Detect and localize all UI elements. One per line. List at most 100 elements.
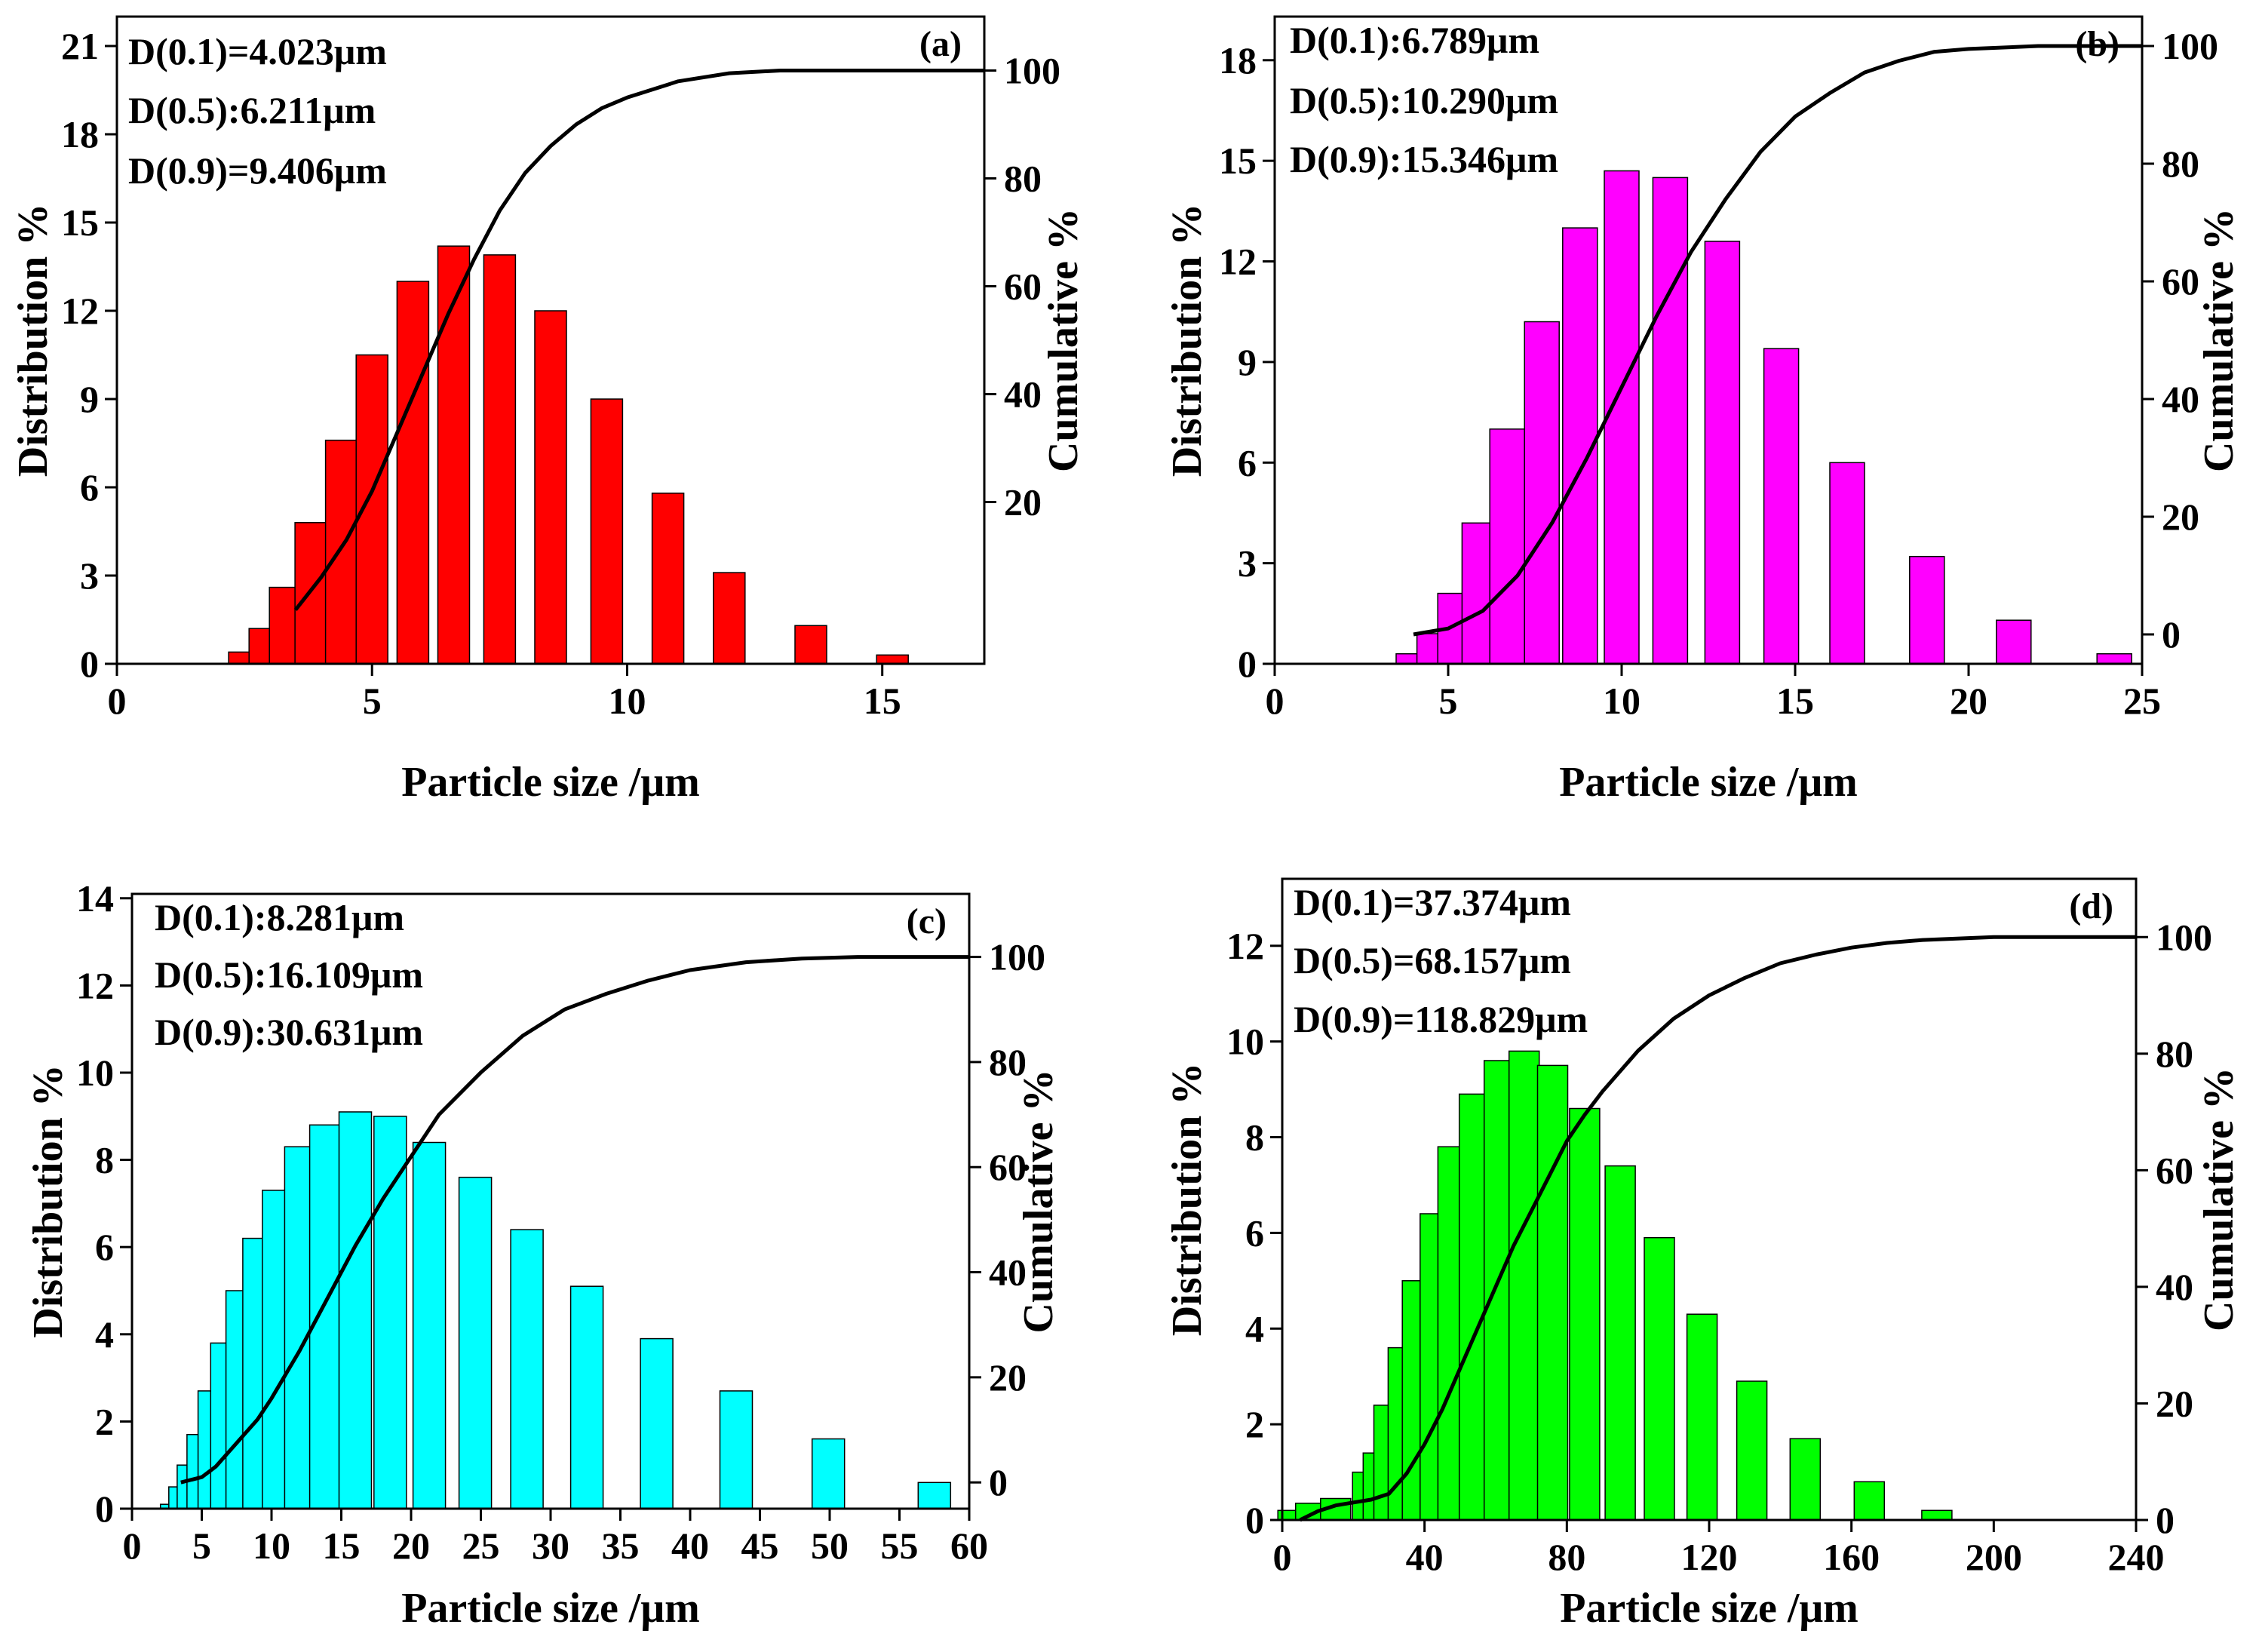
bar-20 [1789,1438,1822,1521]
x-tick-label: 10 [253,1525,290,1567]
x-tick-label: 15 [323,1525,361,1567]
bar-9 [1652,177,1689,665]
y2-tick-label: 80 [2162,143,2199,185]
y-tick-label: 8 [1245,1116,1264,1159]
statistic-label: D(0.1)=37.374μm [1294,881,1571,923]
x-tick-label: 0 [108,680,127,722]
bar-10 [1704,241,1741,665]
cumulative-curve [1299,935,2136,1522]
statistic-label: D(0.1):8.281μm [155,896,404,938]
y-tick-label: 18 [61,113,99,155]
y2-tick-label: 0 [2162,613,2181,656]
bar-8 [437,245,471,665]
bar-21 [1853,1481,1886,1521]
cumulative-curve [293,69,984,612]
y-tick-label: 15 [61,201,99,244]
y-axis-title: Distribution % [25,1064,72,1338]
bar-8 [1604,170,1640,665]
x-tick-label: 30 [532,1525,569,1567]
x-tick-label: 20 [392,1525,430,1567]
y-tick-label: 10 [1226,1021,1264,1063]
y2-tick-label: 100 [2156,916,2212,958]
y-tick-label: 6 [1245,1211,1264,1254]
y2-tick-label: 0 [2156,1499,2175,1541]
bar-15 [876,654,909,665]
bar-20 [811,1438,846,1509]
chart-panel-2: 0 5 10 15 20 250369121518020406080100Particle… [1164,15,2242,806]
y2-tick-label: 60 [1004,266,1042,308]
x-tick-label: 60 [950,1525,988,1567]
y2-tick-label: 80 [2156,1033,2193,1075]
y-tick-label: 12 [61,290,99,332]
panel-label: (a) [919,24,962,64]
y-tick-label: 0 [1245,1499,1264,1541]
bar-18 [640,1337,674,1509]
bar-9 [483,254,517,665]
y-tick-label: 10 [76,1052,114,1094]
plot-frame [115,15,986,665]
y-axis-title: Distribution % [1164,1063,1211,1337]
bar-13 [373,1116,407,1509]
bar-14 [412,1141,447,1509]
statistic-label: D(0.5)=68.157μm [1294,939,1571,981]
y-tick-label: 0 [95,1488,114,1530]
y2-tick-label: 20 [1004,481,1042,524]
y2-tick-label: 60 [2162,260,2199,302]
y-tick-label: 8 [95,1139,114,1181]
bar-10 [534,310,567,665]
bar-15 [458,1176,493,1509]
x-tick-label: 20 [1950,680,1987,722]
y2-tick-label: 100 [2162,25,2218,67]
bar-13 [1508,1050,1540,1521]
bar-11 [590,398,624,665]
y-tick-label: 12 [76,964,114,1006]
statistic-label: D(0.9)=118.829μm [1294,998,1588,1040]
x-tick-label: 5 [363,680,382,722]
y2-tick-label: 40 [989,1251,1027,1294]
bar-11 [308,1124,343,1509]
x-tick-label: 25 [462,1525,500,1567]
bar-12 [1829,462,1865,665]
x-tick-label: 240 [2108,1536,2165,1578]
bar-21 [917,1482,952,1509]
y-tick-label: 3 [1238,542,1257,585]
x-tick-label: 10 [608,680,646,722]
bar-19 [719,1390,754,1509]
y2-axis-title: Cumulative % [1040,208,1087,472]
y2-tick-label: 100 [989,936,1045,978]
y-tick-label: 9 [80,378,99,420]
x-tick-label: 15 [1776,680,1814,722]
bar-13 [1909,555,1945,665]
statistic-label: D(0.9):15.346μm [1290,138,1558,180]
x-tick-label: 80 [1548,1536,1585,1578]
statistic-label: D(0.1)=4.023μm [128,30,387,72]
x-tick-label: 10 [1603,680,1641,722]
bar-17 [1644,1236,1675,1521]
statistic-label: D(0.5):16.109μm [155,953,423,996]
statistic-label: D(0.1):6.789μm [1290,19,1539,61]
x-tick-label: 120 [1681,1536,1738,1578]
bar-16 [510,1229,544,1509]
y-tick-label: 3 [80,554,99,597]
cumulative-curve [180,955,969,1485]
y-tick-label: 4 [95,1313,114,1356]
x-axis-title: Particle size /μm [401,1585,700,1632]
y2-tick-label: 0 [989,1461,1008,1503]
y2-tick-label: 60 [989,1146,1027,1188]
y2-tick-label: 80 [989,1041,1027,1083]
y2-tick-label: 20 [2162,496,2199,538]
cumulative-curve [1413,44,2142,637]
statistic-label: D(0.5):10.290μm [1290,79,1558,121]
statistic-label: D(0.9):30.631μm [155,1011,423,1053]
chart-panel-3: 0 5 10 15 20 25 30 35 40 45 50 55 600246810121402040… [25,877,1062,1632]
bar-16 [1604,1165,1636,1521]
bar-14 [1536,1064,1569,1521]
y2-tick-label: 20 [2156,1382,2193,1424]
bar-17 [569,1285,604,1509]
x-tick-label: 160 [1823,1536,1880,1578]
bar-19 [1736,1380,1768,1521]
x-tick-label: 55 [881,1525,919,1567]
y2-axis-title: Cumulative % [2196,1067,2242,1331]
y-tick-label: 9 [1238,341,1257,383]
